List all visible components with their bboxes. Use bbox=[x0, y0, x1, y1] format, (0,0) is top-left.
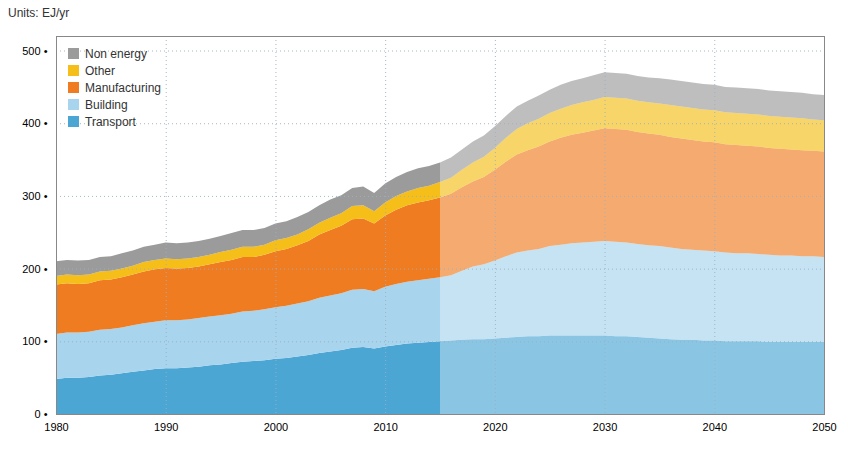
svg-text:300 •: 300 • bbox=[22, 190, 47, 202]
svg-text:100 •: 100 • bbox=[22, 335, 47, 347]
svg-text:2030: 2030 bbox=[593, 421, 617, 433]
svg-text:500 •: 500 • bbox=[22, 45, 47, 57]
svg-text:2050: 2050 bbox=[812, 421, 836, 433]
html-text:Building: Building bbox=[85, 98, 128, 112]
svg-text:2000: 2000 bbox=[264, 421, 288, 433]
html-text:Units: EJ/yr: Units: EJ/yr bbox=[8, 6, 70, 20]
svg-text:2040: 2040 bbox=[703, 421, 727, 433]
svg-text:1990: 1990 bbox=[154, 421, 178, 433]
svg-text:2010: 2010 bbox=[373, 421, 397, 433]
svg-text:200 •: 200 • bbox=[22, 263, 47, 275]
svg-text:0 •: 0 • bbox=[34, 408, 47, 420]
svg-text:1980: 1980 bbox=[44, 421, 68, 433]
svg-text:2020: 2020 bbox=[483, 421, 507, 433]
html-text:Manufacturing: Manufacturing bbox=[85, 81, 161, 95]
html-text:Other: Other bbox=[85, 64, 115, 78]
svg-text:400 •: 400 • bbox=[22, 117, 47, 129]
html-text:Non energy: Non energy bbox=[85, 47, 147, 61]
html-text:Transport: Transport bbox=[85, 115, 136, 129]
